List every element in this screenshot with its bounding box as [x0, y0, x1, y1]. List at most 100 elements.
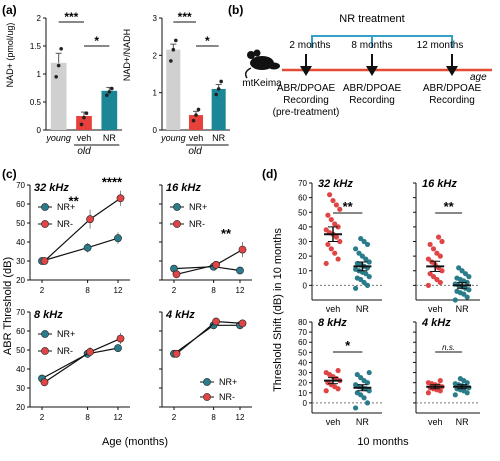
x-tick-label: veh: [428, 304, 443, 314]
dot-veh: [437, 253, 443, 259]
data-point-NR-: [172, 349, 181, 358]
y-tick-label: 20: [298, 379, 307, 388]
data-point: [219, 79, 223, 84]
panel-b-timeline: NR treatment mtKeima age 2 months 8 mont…: [242, 13, 492, 118]
panel-c: ABR Threshold (dB) Age (months) 20 30 40 50…: [2, 175, 252, 448]
chart-title: 16 kHz: [422, 178, 457, 190]
legend-marker: [173, 203, 181, 211]
dot-veh: [436, 234, 442, 240]
y-tick-label: 50: [298, 348, 307, 357]
y-tick-label: 50: [298, 208, 307, 217]
data-point-NR-: [238, 245, 247, 254]
dot-veh: [429, 259, 435, 265]
dot-veh: [323, 388, 329, 394]
dot-NR: [353, 285, 359, 291]
dot-NR: [354, 371, 360, 378]
bar-veh: [188, 115, 204, 130]
y-tick-label: 30: [16, 257, 25, 266]
sig-label: **: [444, 199, 455, 214]
data-point: [216, 87, 221, 91]
dot-veh: [427, 271, 433, 277]
y-tick-label: 20: [16, 403, 25, 412]
y-tick-label: 1: [153, 89, 158, 98]
y-tick-label: 40: [16, 238, 25, 247]
dot-NR: [353, 266, 359, 272]
y-tick-label: 60: [16, 200, 25, 209]
y-tick-label: 80: [298, 318, 307, 327]
dot-NR: [354, 390, 360, 396]
dot-veh: [328, 216, 334, 223]
series-line-NR-: [44, 197, 121, 262]
dot-veh: [434, 250, 440, 256]
dot-NR: [454, 275, 460, 281]
chart-title: 8 kHz: [34, 309, 63, 321]
dot-veh: [327, 192, 333, 198]
series-line-NR+: [41, 237, 119, 262]
dot-NR: [361, 279, 367, 286]
age-label: age: [470, 72, 487, 83]
treatment-label: NR treatment: [339, 13, 404, 25]
y-tick-label: 30: [16, 384, 25, 393]
dot-NR: [364, 241, 371, 248]
y-tick-label: 30: [298, 238, 307, 247]
arrow-12m: [446, 54, 458, 76]
data-point-NR-: [172, 270, 181, 279]
dot-veh: [325, 241, 331, 248]
recording-3-line-2: Recording: [429, 95, 475, 106]
data-point: [169, 59, 173, 63]
mouse-icon: [244, 49, 280, 79]
series-line-NR-: [44, 338, 121, 383]
abr-chart-1: 2 8 12 16 kHz ** NR+ NR-: [159, 182, 252, 295]
y-tick-label: 70: [16, 308, 25, 317]
dot-NR: [457, 376, 463, 382]
dot-veh: [434, 276, 440, 283]
y-tick-label: 20: [298, 252, 307, 261]
data-point-NR+: [83, 243, 92, 252]
legend-label: NR-: [57, 219, 73, 229]
dot-veh: [425, 256, 431, 262]
x-tick-label: NR: [456, 304, 469, 314]
x-tick-label: 2: [172, 413, 177, 422]
dot-NR: [363, 256, 369, 262]
data-point-NR-: [116, 194, 125, 203]
y-tick-label: 2: [37, 14, 42, 23]
x-tick-label: 12: [236, 413, 245, 422]
sig-stars: **: [69, 194, 80, 209]
x-tick-label: 8: [211, 286, 216, 295]
x-tick-label: NR: [212, 133, 225, 143]
chart-title: 8 kHz: [318, 317, 347, 329]
x-tick-label: 8: [211, 413, 216, 422]
dot-NR: [462, 271, 469, 277]
mouse-strain: mtKeima: [242, 78, 282, 89]
x-tick-label: 2: [40, 413, 45, 422]
abr-chart-3: 2 8 12 4 kHz NR+ NR-: [159, 309, 252, 422]
y-tick-label: 0: [153, 126, 158, 135]
dot-veh: [425, 282, 431, 288]
data-point: [171, 47, 176, 52]
dot-veh: [325, 212, 331, 218]
dot-veh: [337, 206, 343, 212]
y-tick-label: 1: [37, 70, 42, 79]
legend-label: NR+: [219, 377, 237, 387]
x-tick-label: young: [45, 133, 71, 143]
dot-NR: [366, 369, 372, 376]
shift-xlabel: 10 months: [357, 436, 409, 448]
x-tick-label: 12: [114, 413, 123, 422]
legend-marker: [41, 203, 49, 211]
y-tick-label: 3: [153, 14, 158, 23]
dot-NR: [354, 275, 360, 281]
sig-label: n.s.: [442, 343, 455, 352]
sig-stars: ***: [64, 10, 78, 24]
data-point-NR-: [212, 260, 220, 269]
bar-young: [50, 62, 67, 130]
legend-label: NR-: [57, 346, 73, 356]
y-tick-label: 0: [303, 399, 308, 408]
x-tick-label: 8: [85, 413, 90, 422]
dot-NR: [366, 259, 372, 265]
x-tick-label: veh: [326, 417, 341, 427]
y-tick-label: 70: [298, 328, 307, 337]
data-point-NR-: [116, 334, 125, 343]
dot-veh: [335, 256, 341, 262]
data-point-NR-: [86, 215, 94, 224]
